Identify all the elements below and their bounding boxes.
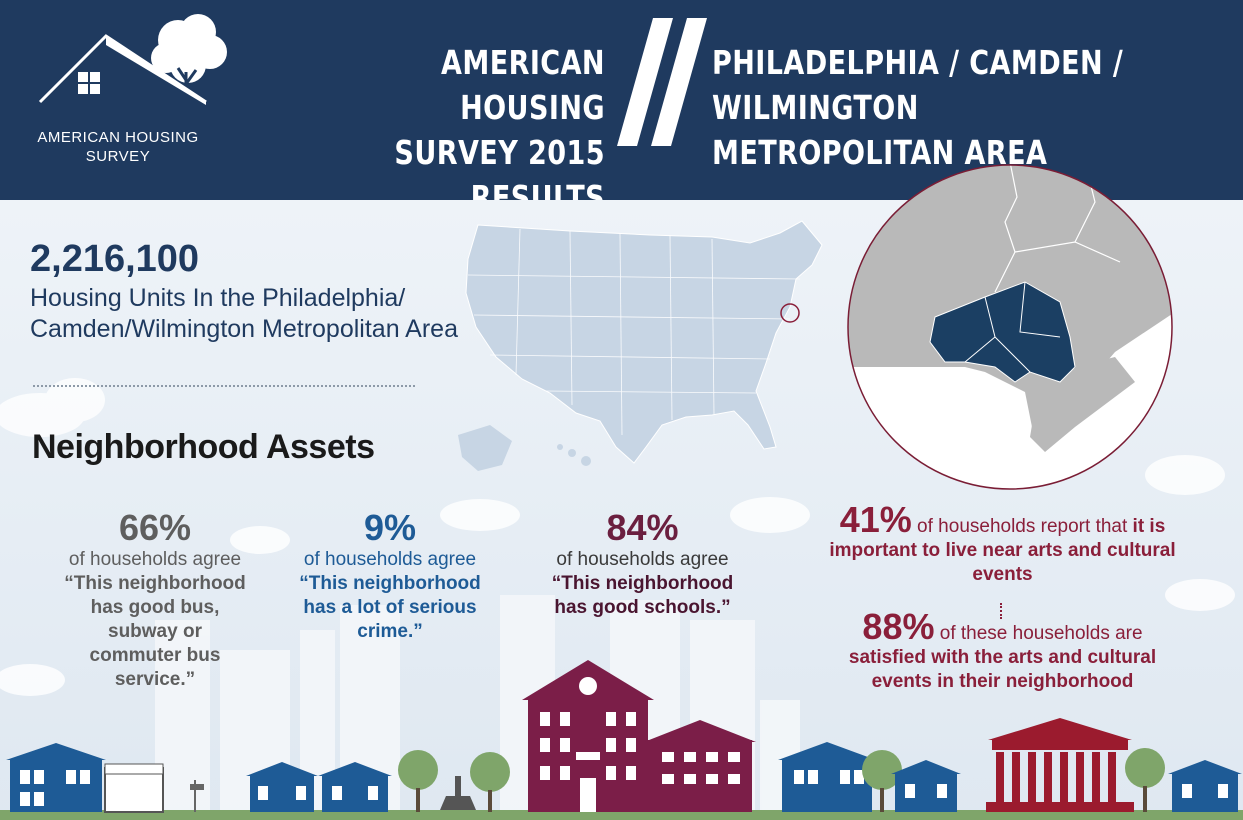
stat-arts-satisfaction-percent: 88% [862, 606, 935, 647]
us-map [458, 220, 823, 471]
title-left: AMERICAN HOUSING SURVEY 2015 RESULTS [322, 40, 605, 220]
title-left-line2: SURVEY 2015 RESULTS [394, 133, 605, 217]
region-marker-icon [780, 303, 800, 323]
house-icon [6, 743, 106, 812]
stat-schools-text: of households agree [556, 549, 729, 570]
stat-transit-text: of households agree [68, 549, 242, 570]
stat-arts-importance-bold: it is important to live near arts and cu… [829, 516, 1176, 585]
school-building-icon [522, 660, 756, 812]
arts-dotted-connector [1000, 603, 1002, 619]
housing-units-number: 2,216,100 [30, 238, 200, 280]
stat-transit-quote: “This neighborhood has good bus, subway … [64, 573, 246, 690]
logo: AMERICAN HOUSING SURVEY [28, 10, 228, 165]
stat-arts-satisfaction-text: of these households are [934, 623, 1143, 644]
title-left-line1: AMERICAN HOUSING [441, 43, 605, 127]
metro-area-map [847, 164, 1173, 490]
title-right: PHILADELPHIA / CAMDEN / WILMINGTON METRO… [712, 40, 1171, 175]
title-right-line1: PHILADELPHIA / CAMDEN / [712, 43, 1124, 82]
logo-text: AMERICAN HOUSING SURVEY [37, 129, 199, 165]
stat-arts-satisfaction-bold: satisfied with the arts and cultural eve… [848, 647, 1157, 692]
stat-crime-text: of households agree [303, 549, 477, 570]
stat-transit-percent: 66% [118, 507, 192, 548]
stat-crime: 9% of households agree “This neighborhoo… [290, 508, 490, 644]
town-skyline-illustration [0, 660, 1243, 820]
housing-units-label: Housing Units In the Philadelphia/ Camde… [30, 284, 458, 343]
stat-arts-satisfaction: 88% of these households are satisfied wi… [825, 609, 1180, 694]
stat-arts-importance-text: of households report that [911, 516, 1133, 537]
stat-schools: 84% of households agree “This neighborho… [535, 508, 750, 620]
title-right-line2: WILMINGTON METROPOLITAN AREA [712, 88, 1048, 172]
museum-building-icon [986, 718, 1134, 812]
stat-schools-quote: “This neighborhood has good schools.” [551, 573, 734, 618]
stat-crime-percent: 9% [363, 507, 417, 548]
stat-crime-quote: “This neighborhood has a lot of serious … [299, 573, 481, 642]
section-title: Neighborhood Assets [32, 428, 375, 466]
stat-arts-importance-percent: 41% [839, 499, 912, 540]
stat-transit: 66% of households agree “This neighborho… [60, 508, 250, 692]
dotted-divider [33, 385, 415, 387]
stat-schools-percent: 84% [606, 507, 679, 548]
header-banner: AMERICAN HOUSING SURVEY AMERICAN HOUSING… [0, 0, 1243, 217]
house-tree-logo-icon [38, 14, 227, 105]
double-slash-divider-icon [617, 18, 707, 146]
stat-arts-importance: 41% of households report that it is impo… [825, 502, 1180, 587]
